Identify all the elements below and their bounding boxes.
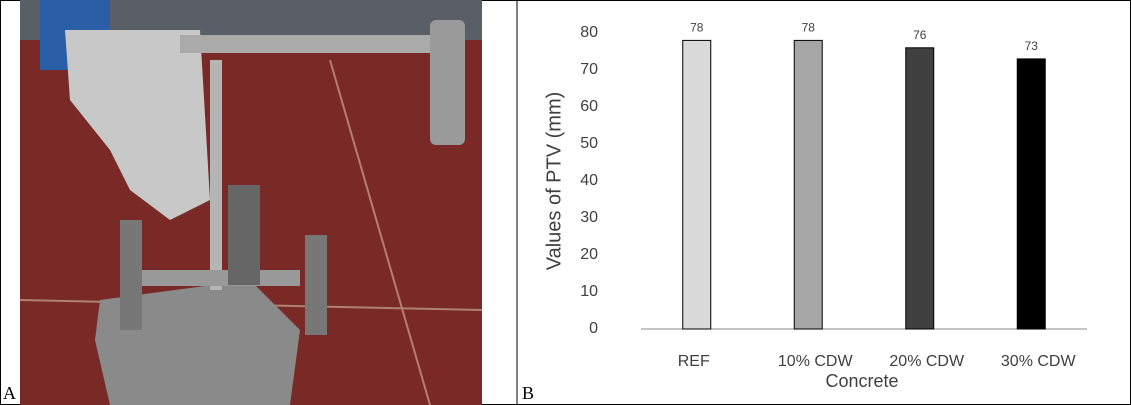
- pendulum-head: [430, 20, 465, 145]
- x-tick-label: 30% CDW: [1001, 353, 1077, 370]
- leg: [228, 185, 260, 285]
- base: [130, 270, 300, 286]
- value-label: 73: [1025, 39, 1039, 53]
- y-tick-label: 80: [580, 24, 598, 41]
- y-tick-label: 60: [580, 98, 598, 115]
- value-label: 76: [913, 28, 927, 42]
- x-tick-label: REF: [678, 353, 710, 370]
- y-tick-label: 20: [580, 246, 598, 263]
- y-axis-title: Values of PTV (mm): [543, 92, 565, 271]
- y-tick-label: 40: [580, 172, 598, 189]
- pendulum-column: [210, 60, 222, 290]
- value-label: 78: [690, 21, 704, 35]
- panel-label: A: [3, 383, 16, 403]
- y-tick-label: 50: [580, 135, 598, 152]
- arm: [180, 35, 440, 53]
- x-axis-title: Concrete: [825, 371, 898, 391]
- y-tick-label: 10: [580, 283, 598, 300]
- bar: [1017, 59, 1045, 329]
- figure: A B Concrete Values of PTV (mm) 0 10 20 30 4…: [0, 0, 1131, 405]
- leg: [120, 220, 142, 330]
- bar: [906, 48, 934, 329]
- leg: [305, 235, 327, 335]
- value-label: 78: [802, 21, 816, 35]
- bar: [794, 40, 822, 329]
- x-tick-label: 10% CDW: [778, 353, 854, 370]
- panel-label: B: [522, 383, 534, 403]
- y-tick-label: 70: [580, 61, 598, 78]
- y-tick-label: 0: [589, 320, 598, 337]
- photo: [20, 0, 482, 405]
- bar: [683, 40, 711, 329]
- y-tick-label: 30: [580, 209, 598, 226]
- figure-canvas: A B Concrete Values of PTV (mm) 0 10 20 30 4…: [0, 0, 1131, 405]
- x-tick-label: 20% CDW: [889, 353, 965, 370]
